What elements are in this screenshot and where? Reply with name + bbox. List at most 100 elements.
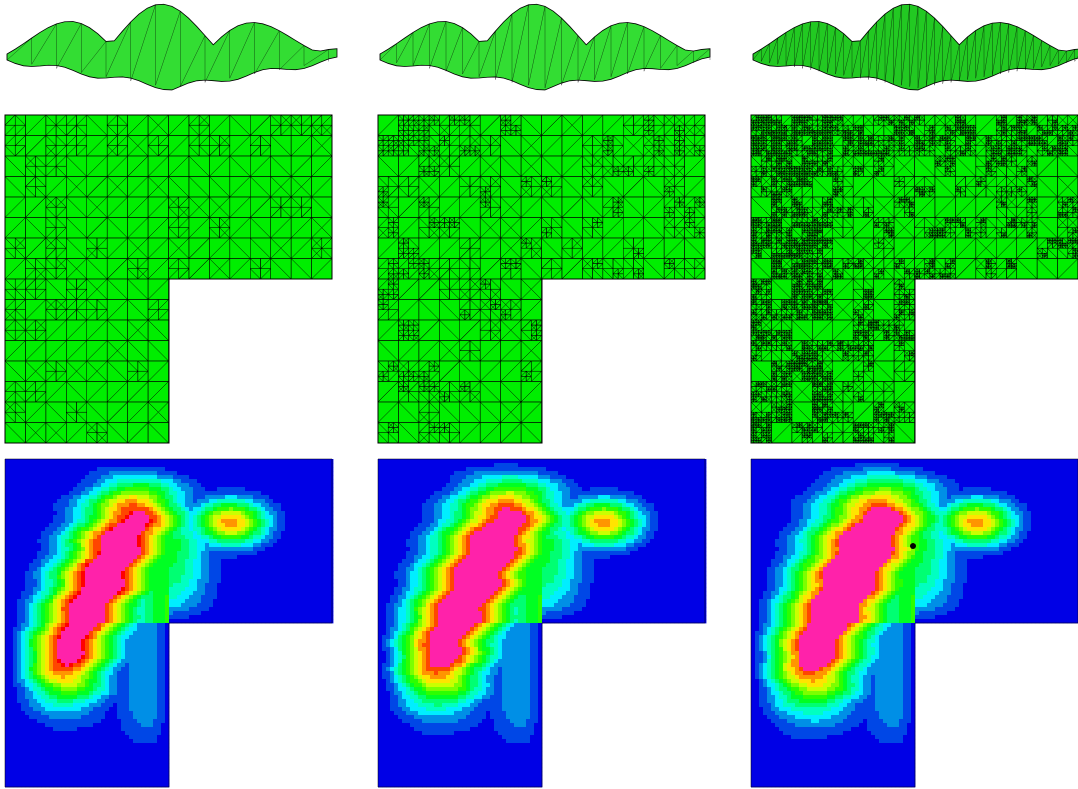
contour-cell — [197, 567, 202, 572]
contour-cell — [97, 739, 102, 744]
contour-cell — [129, 535, 134, 540]
contour-cell — [49, 499, 54, 504]
contour-cell — [141, 567, 146, 572]
contour-cell — [129, 627, 134, 632]
contour-cell — [193, 539, 198, 544]
contour-cell — [149, 627, 154, 632]
contour-cell — [153, 515, 158, 520]
contour-cell — [85, 695, 90, 700]
contour-cell — [161, 531, 166, 536]
contour-cell — [17, 751, 22, 756]
contour-cell — [165, 623, 170, 628]
contour-cell — [229, 503, 234, 508]
contour-cell — [245, 575, 250, 580]
contour-cell — [133, 623, 138, 628]
contour-cell — [285, 507, 290, 512]
contour-cell — [21, 619, 26, 624]
contour-cell — [5, 631, 10, 636]
contour-cell — [113, 783, 118, 788]
contour-cell — [273, 563, 278, 568]
contour-cell — [109, 723, 114, 728]
contour-cell — [93, 507, 98, 512]
contour-cell — [73, 595, 78, 600]
contour-cell — [81, 511, 86, 516]
contour-cell — [133, 523, 138, 528]
contour-cell — [293, 479, 298, 484]
contour-cell — [149, 643, 154, 648]
contour-cell — [93, 763, 98, 768]
contour-cell — [193, 571, 198, 576]
contour-cell — [93, 647, 98, 652]
contour-cell — [173, 543, 178, 548]
contour-cell — [313, 511, 318, 516]
contour-cell — [37, 535, 42, 540]
contour-cell — [313, 611, 318, 616]
contour-cell — [53, 515, 58, 520]
contour-cell — [317, 503, 322, 508]
contour-cell — [117, 639, 122, 644]
contour-cell — [85, 735, 90, 740]
contour-cell — [109, 739, 114, 744]
contour-cell — [145, 763, 150, 768]
contour-cell — [137, 715, 142, 720]
contour-cell — [109, 539, 114, 544]
contour-cell — [81, 675, 86, 680]
contour-cell — [113, 483, 118, 488]
contour-cell — [173, 487, 178, 492]
contour-cell — [205, 555, 210, 560]
contour-cell — [17, 615, 22, 620]
contour-cell — [157, 583, 162, 588]
contour-cell — [113, 751, 118, 756]
contour-cell — [49, 599, 54, 604]
contour-cell — [325, 491, 330, 496]
contour-cell — [37, 579, 42, 584]
contour-cell — [217, 523, 222, 528]
contour-cell — [177, 539, 182, 544]
contour-cell — [113, 651, 118, 656]
contour-cell — [261, 611, 266, 616]
contour-cell — [249, 495, 254, 500]
contour-cell — [217, 603, 222, 608]
contour-cell — [253, 567, 258, 572]
contour-cell — [133, 771, 138, 776]
contour-cell — [177, 463, 182, 468]
contour-cell — [113, 579, 118, 584]
contour-cell — [65, 591, 70, 596]
contour-cell — [229, 599, 234, 604]
contour-cell — [189, 547, 194, 552]
contour-cell — [73, 539, 78, 544]
contour-cell — [169, 575, 174, 580]
contour-cell — [69, 763, 74, 768]
contour-cell — [109, 511, 114, 516]
contour-cell — [33, 711, 38, 716]
contour-cell — [301, 467, 306, 472]
contour-cell — [161, 695, 166, 700]
contour-cell — [113, 587, 118, 592]
contour-cell — [101, 539, 106, 544]
contour-cell — [193, 575, 198, 580]
contour-cell — [77, 687, 82, 692]
contour-cell — [41, 495, 46, 500]
contour-cell — [269, 523, 274, 528]
contour-cell — [17, 727, 22, 732]
contour-cell — [305, 487, 310, 492]
contour-cell — [61, 783, 66, 788]
contour-cell — [301, 575, 306, 580]
contour-cell — [69, 527, 74, 532]
contour-cell — [257, 571, 262, 576]
contour-cell — [265, 531, 270, 536]
contour-cell — [61, 727, 66, 732]
contour-cell — [5, 587, 10, 592]
contour-cell — [17, 771, 22, 776]
contour-cell — [93, 555, 98, 560]
contour-cell — [141, 671, 146, 676]
contour-cell — [53, 527, 58, 532]
contour-cell — [117, 771, 122, 776]
contour-cell — [69, 607, 74, 612]
contour-cell — [61, 571, 66, 576]
contour-cell — [233, 483, 238, 488]
contour-cell — [129, 687, 134, 692]
contour-cell — [241, 599, 246, 604]
contour-cell — [261, 495, 266, 500]
contour-cell — [173, 483, 178, 488]
